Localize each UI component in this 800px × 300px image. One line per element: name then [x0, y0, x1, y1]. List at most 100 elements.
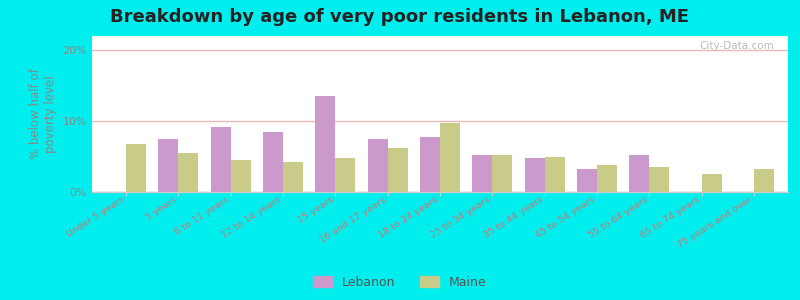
Bar	[92, 36, 788, 37]
Bar	[92, 37, 788, 38]
Bar	[92, 37, 788, 38]
Bar	[92, 36, 788, 37]
Bar	[92, 37, 788, 38]
Bar	[263, 132, 283, 192]
Bar	[92, 36, 788, 37]
Bar	[577, 169, 597, 192]
Bar	[92, 36, 788, 37]
Bar	[92, 37, 788, 38]
Bar	[92, 36, 788, 37]
Bar	[545, 157, 565, 192]
Bar	[92, 36, 788, 37]
Text: 18 to 24 years: 18 to 24 years	[378, 195, 440, 240]
Bar	[92, 37, 788, 38]
Bar	[92, 36, 788, 37]
Bar	[92, 36, 788, 37]
Bar	[92, 36, 788, 37]
Text: 6 to 11 years: 6 to 11 years	[173, 195, 230, 237]
Bar	[92, 36, 788, 37]
Bar	[315, 96, 335, 192]
Bar	[92, 36, 788, 37]
Bar	[92, 36, 788, 37]
Bar	[650, 167, 670, 192]
Bar	[92, 36, 788, 37]
Bar	[92, 36, 788, 37]
Text: 12 to 14 years: 12 to 14 years	[220, 195, 283, 240]
Bar	[92, 36, 788, 37]
Bar	[92, 36, 788, 37]
Bar	[92, 36, 788, 37]
Text: City-Data.com: City-Data.com	[699, 41, 774, 51]
Bar	[473, 155, 492, 192]
Bar	[92, 36, 788, 37]
Text: 5 years: 5 years	[144, 195, 178, 222]
Bar	[92, 36, 788, 37]
Bar	[92, 37, 788, 38]
Bar	[92, 36, 788, 37]
Bar	[92, 36, 788, 37]
Bar	[440, 122, 460, 192]
Bar	[92, 36, 788, 37]
Bar	[92, 37, 788, 38]
Bar	[92, 36, 788, 37]
Text: 75 years and over: 75 years and over	[677, 195, 754, 250]
Text: Breakdown by age of very poor residents in Lebanon, ME: Breakdown by age of very poor residents …	[110, 8, 690, 26]
Bar	[525, 158, 545, 192]
Bar	[158, 139, 178, 192]
Bar	[92, 36, 788, 37]
Bar	[92, 37, 788, 38]
Bar	[92, 36, 788, 37]
Bar	[92, 36, 788, 37]
Bar	[92, 36, 788, 37]
Bar	[92, 37, 788, 38]
Bar	[92, 36, 788, 37]
Text: 15 years: 15 years	[296, 195, 335, 225]
Bar	[178, 153, 198, 192]
Bar	[92, 36, 788, 37]
Bar	[92, 36, 788, 37]
Bar	[230, 160, 250, 192]
Bar	[92, 36, 788, 37]
Bar	[92, 36, 788, 37]
Bar	[92, 37, 788, 38]
Bar	[92, 36, 788, 37]
Bar	[92, 37, 788, 38]
Bar	[92, 37, 788, 38]
Bar	[92, 36, 788, 37]
Bar	[92, 37, 788, 38]
Bar	[92, 36, 788, 37]
Bar	[92, 36, 788, 37]
Bar	[92, 37, 788, 38]
Bar	[92, 36, 788, 37]
Bar	[92, 36, 788, 37]
Bar	[92, 36, 788, 37]
Bar	[92, 37, 788, 38]
Legend: Lebanon, Maine: Lebanon, Maine	[308, 271, 492, 294]
Bar	[92, 37, 788, 38]
Bar	[92, 36, 788, 37]
Bar	[92, 37, 788, 38]
Bar	[92, 37, 788, 38]
Bar	[92, 36, 788, 37]
Text: 45 to 54 years: 45 to 54 years	[534, 195, 597, 240]
Bar	[92, 36, 788, 37]
Bar	[92, 37, 788, 38]
Bar	[92, 36, 788, 37]
Bar	[92, 37, 788, 38]
Bar	[92, 36, 788, 37]
Bar	[92, 36, 788, 37]
Bar	[597, 165, 617, 192]
Bar	[92, 37, 788, 38]
Bar	[92, 37, 788, 38]
Bar	[92, 36, 788, 37]
Bar	[92, 36, 788, 37]
Bar	[92, 36, 788, 37]
Bar	[92, 36, 788, 37]
Text: 16 and 17 years: 16 and 17 years	[318, 195, 388, 244]
Bar	[92, 36, 788, 37]
Bar	[92, 37, 788, 38]
Bar	[92, 37, 788, 38]
Text: Under 5 years: Under 5 years	[65, 195, 126, 239]
Bar	[92, 37, 788, 38]
Bar	[92, 36, 788, 37]
